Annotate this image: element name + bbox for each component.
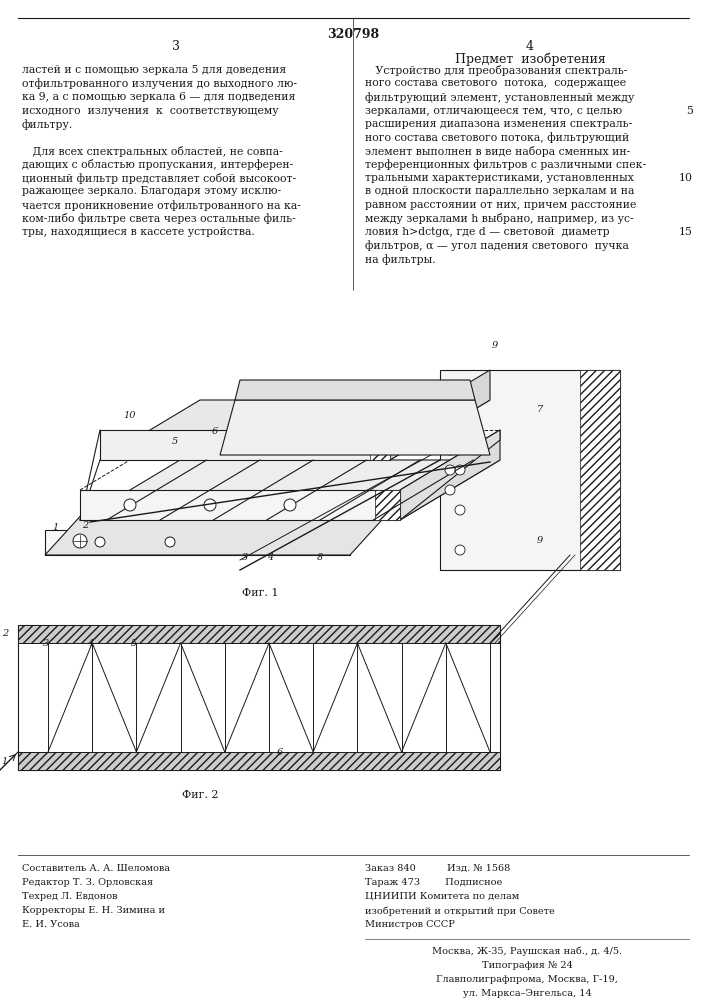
Circle shape [455, 385, 465, 395]
Polygon shape [390, 370, 490, 460]
Text: Устройство для преобразования спектраль-: Устройство для преобразования спектраль- [365, 65, 627, 76]
Text: Предмет  изобретения: Предмет изобретения [455, 52, 605, 66]
Text: ул. Маркса–Энгельса, 14: ул. Маркса–Энгельса, 14 [462, 989, 591, 998]
Polygon shape [370, 430, 390, 460]
Polygon shape [45, 530, 350, 555]
Text: 9: 9 [492, 340, 498, 350]
Text: 1: 1 [52, 522, 58, 532]
Text: изобретений и открытий при Совете: изобретений и открытий при Совете [365, 906, 555, 916]
Text: ражающее зеркало. Благодаря этому исклю-: ражающее зеркало. Благодаря этому исклю- [22, 186, 281, 196]
Text: 4: 4 [526, 40, 534, 53]
Polygon shape [18, 752, 500, 770]
Text: 10: 10 [679, 173, 693, 183]
Text: 6: 6 [212, 428, 218, 436]
Text: Типография № 24: Типография № 24 [481, 961, 573, 970]
Text: Фиг. 2: Фиг. 2 [182, 790, 218, 800]
Text: ного состава светового  потока,  содержащее: ного состава светового потока, содержаще… [365, 79, 626, 89]
Text: Е. И. Усова: Е. И. Усова [22, 920, 80, 929]
Text: ком-либо фильтре света через остальные филь-: ком-либо фильтре света через остальные ф… [22, 214, 296, 225]
Text: Корректоры Е. Н. Зимина и: Корректоры Е. Н. Зимина и [22, 906, 165, 915]
Polygon shape [18, 625, 500, 643]
Text: исходного  излучения  к  соответствующему: исходного излучения к соответствующему [22, 105, 279, 115]
Text: ка 9, а с помощью зеркала 6 — для подведения: ка 9, а с помощью зеркала 6 — для подвед… [22, 92, 296, 102]
Text: 3: 3 [43, 639, 49, 648]
Text: ного состава светового потока, фильтрующий: ного состава светового потока, фильтрующ… [365, 132, 629, 143]
Circle shape [445, 485, 455, 495]
Polygon shape [440, 370, 620, 570]
Circle shape [445, 465, 455, 475]
Circle shape [455, 545, 465, 555]
Polygon shape [45, 500, 400, 555]
Text: ционный фильтр представляет собой высокоот-: ционный фильтр представляет собой высоко… [22, 173, 296, 184]
Circle shape [124, 499, 136, 511]
Circle shape [455, 465, 465, 475]
Text: чается проникновение отфильтрованного на ка-: чается проникновение отфильтрованного на… [22, 200, 301, 211]
Text: 4: 4 [267, 552, 273, 562]
Text: 7: 7 [537, 406, 543, 414]
Text: Заказ 840          Изд. № 1568: Заказ 840 Изд. № 1568 [365, 864, 510, 873]
Polygon shape [80, 460, 500, 520]
Text: 9: 9 [537, 536, 543, 545]
Text: 5: 5 [172, 438, 178, 446]
Text: ловия h>dctgα, где d — световой  диаметр: ловия h>dctgα, где d — световой диаметр [365, 227, 609, 237]
Text: тры, находящиеся в кассете устройства.: тры, находящиеся в кассете устройства. [22, 227, 255, 237]
Polygon shape [400, 430, 500, 520]
Polygon shape [80, 490, 400, 520]
Text: Фиг. 1: Фиг. 1 [242, 588, 279, 598]
Text: Составитель А. А. Шеломова: Составитель А. А. Шеломова [22, 864, 170, 873]
Text: 15: 15 [679, 227, 693, 237]
Text: терференционных фильтров с различными спек-: терференционных фильтров с различными сп… [365, 159, 646, 170]
Text: 5: 5 [686, 105, 693, 115]
Polygon shape [220, 400, 490, 455]
Polygon shape [100, 430, 390, 460]
Text: 4: 4 [87, 639, 93, 648]
Text: 8: 8 [317, 554, 323, 562]
Polygon shape [100, 400, 490, 460]
Circle shape [455, 505, 465, 515]
Text: ЦНИИПИ Комитета по делам: ЦНИИПИ Комитета по делам [365, 892, 519, 901]
Text: Техред Л. Евдонов: Техред Л. Евдонов [22, 892, 117, 901]
Text: фильтров, α — угол падения светового  пучка: фильтров, α — угол падения светового пуч… [365, 240, 629, 251]
Text: Для всех спектральных областей, не совпа-: Для всех спектральных областей, не совпа… [22, 146, 283, 157]
Text: фильтрующий элемент, установленный между: фильтрующий элемент, установленный между [365, 92, 634, 103]
Text: 2: 2 [1, 629, 8, 638]
Text: 6: 6 [277, 748, 283, 757]
Text: элемент выполнен в виде набора сменных ин-: элемент выполнен в виде набора сменных и… [365, 146, 630, 157]
Polygon shape [400, 430, 500, 520]
Polygon shape [235, 380, 475, 400]
Circle shape [204, 499, 216, 511]
Text: Москва, Ж-35, Раушская наб., д. 4/5.: Москва, Ж-35, Раушская наб., д. 4/5. [432, 947, 622, 956]
Polygon shape [580, 370, 620, 570]
Text: Тараж 473        Подписное: Тараж 473 Подписное [365, 878, 502, 887]
Text: дающих с областью пропускания, интерферен-: дающих с областью пропускания, интерфере… [22, 159, 293, 170]
Text: фильтру.: фильтру. [22, 119, 74, 130]
Text: тральными характеристиками, установленных: тральными характеристиками, установленны… [365, 173, 634, 183]
Circle shape [165, 537, 175, 547]
Text: 3: 3 [242, 552, 248, 562]
Text: 3: 3 [172, 40, 180, 53]
Polygon shape [18, 625, 500, 770]
Text: 5: 5 [132, 639, 138, 648]
Text: 1: 1 [1, 758, 8, 766]
Text: Главполиграфпрома, Москва, Г-19,: Главполиграфпрома, Москва, Г-19, [436, 975, 618, 984]
Circle shape [284, 499, 296, 511]
Polygon shape [375, 490, 400, 520]
Circle shape [95, 537, 105, 547]
Text: зеркалами, отличающееся тем, что, с целью: зеркалами, отличающееся тем, что, с цель… [365, 105, 622, 115]
Text: 320798: 320798 [327, 28, 379, 41]
Text: 10: 10 [124, 412, 136, 420]
Text: ластей и с помощью зеркала 5 для доведения: ластей и с помощью зеркала 5 для доведен… [22, 65, 286, 75]
Text: 2: 2 [82, 520, 88, 530]
Text: в одной плоскости параллельно зеркалам и на: в одной плоскости параллельно зеркалам и… [365, 186, 634, 196]
Circle shape [455, 425, 465, 435]
Text: расширения диапазона изменения спектраль-: расширения диапазона изменения спектраль… [365, 119, 632, 129]
Text: отфильтрованного излучения до выходного лю-: отфильтрованного излучения до выходного … [22, 79, 297, 89]
Text: равном расстоянии от них, причем расстояние: равном расстоянии от них, причем расстоя… [365, 200, 636, 210]
Circle shape [73, 534, 87, 548]
Text: на фильтры.: на фильтры. [365, 254, 436, 265]
Text: Редактор Т. З. Орловская: Редактор Т. З. Орловская [22, 878, 153, 887]
Text: между зеркалами h выбрано, например, из ус-: между зеркалами h выбрано, например, из … [365, 214, 633, 225]
Circle shape [445, 445, 455, 455]
Text: Министров СССР: Министров СССР [365, 920, 455, 929]
